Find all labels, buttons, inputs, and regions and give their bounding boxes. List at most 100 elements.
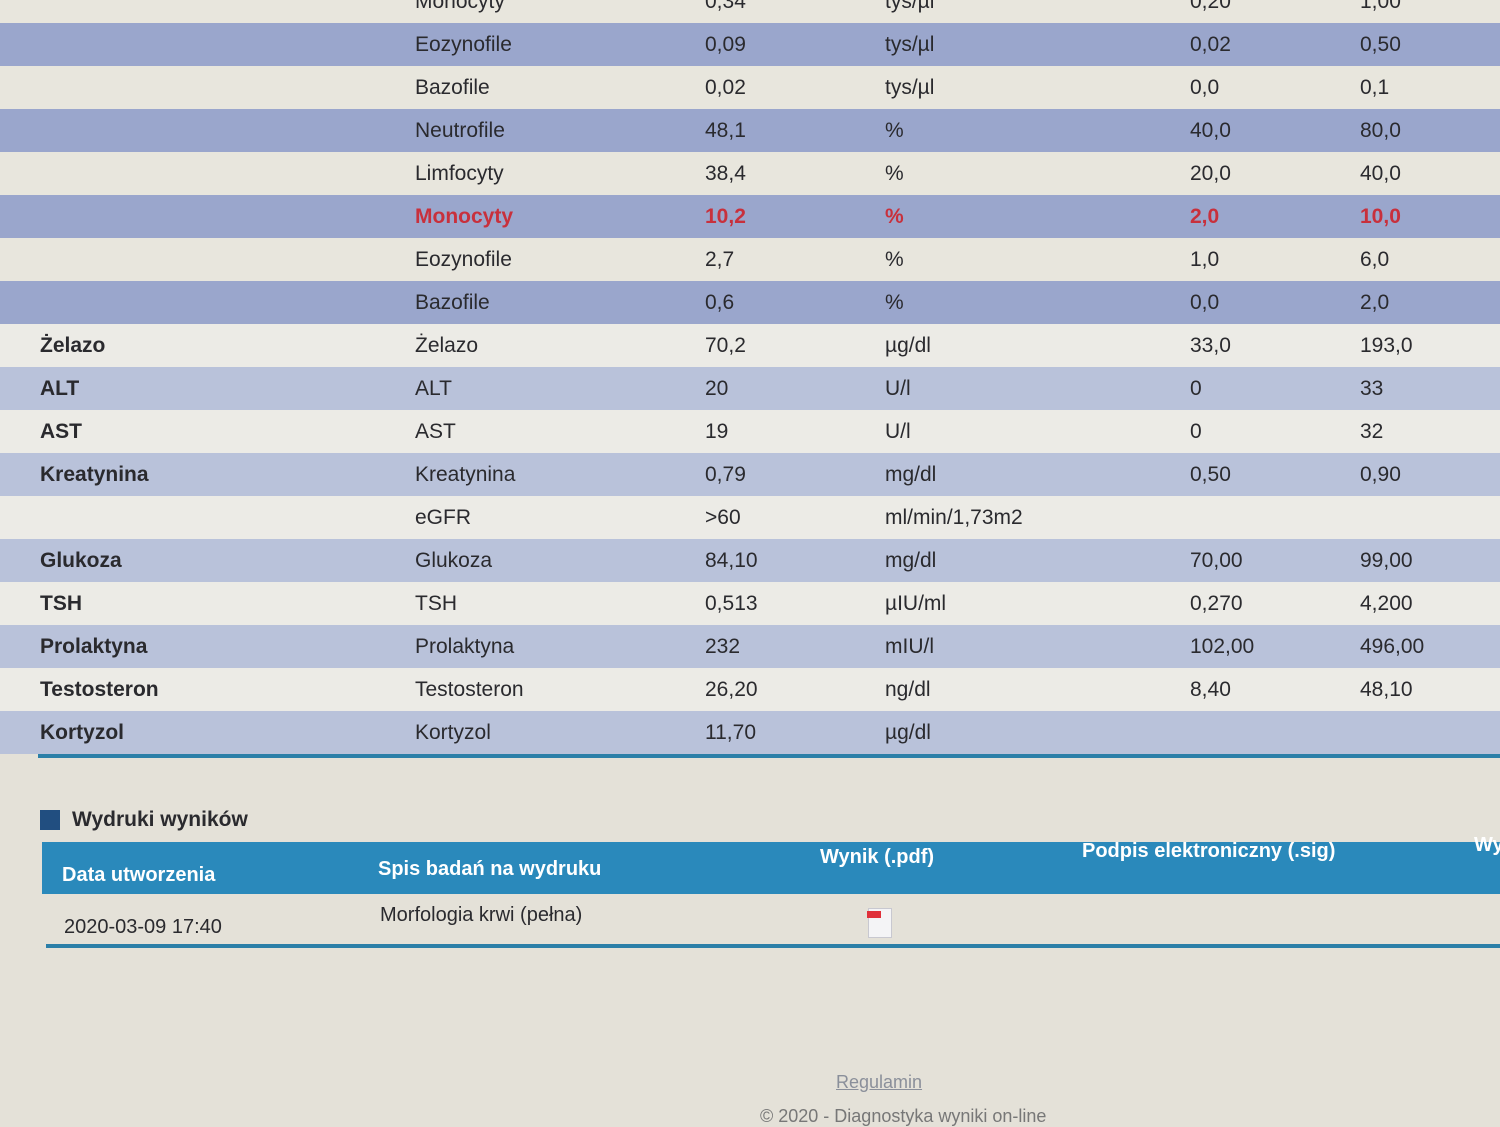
- cell-name: Monocyty: [415, 205, 514, 228]
- cell-name: Eozynofile: [415, 33, 512, 56]
- table-row: Monocyty 10,2% 2,0 10,0: [0, 195, 1500, 238]
- table-row: Neutrofile 48,1% 40,0 80,0: [0, 109, 1500, 152]
- cell-value: 0,09: [705, 33, 746, 56]
- table-row: Limfocyty 38,4% 20,0 40,0: [0, 152, 1500, 195]
- table-row: ALT ALT 20 U/l 0 33: [0, 367, 1500, 410]
- table-row: TSH TSH 0,513 µIU/ml 0,270 4,200: [0, 582, 1500, 625]
- footer-copyright: © 2020 - Diagnostyka wyniki on-line: [760, 1106, 1047, 1126]
- cell-unit: µg/dl: [885, 721, 931, 744]
- prints-row: 2020-03-09 17:40 Morfologia krwi (pełna): [42, 894, 1500, 944]
- cell-unit: µg/dl: [885, 334, 931, 357]
- cell-min: 40,0: [1190, 119, 1231, 142]
- table-row: Bazofile 0,02 tys/µl 0,0 0,1: [0, 66, 1500, 109]
- cell-max: 193,0: [1360, 334, 1413, 357]
- cell-group: Żelazo: [40, 334, 106, 357]
- cell-name: Kortyzol: [415, 721, 491, 744]
- table-divider: [46, 944, 1500, 948]
- table-row: Glukoza Glukoza 84,10 mg/dl 70,00 99,00: [0, 539, 1500, 582]
- cell-name: Testosteron: [415, 678, 524, 701]
- cell-max: 99,00: [1360, 549, 1413, 572]
- section-title: Wydruki wyników: [40, 808, 248, 832]
- cell-name: Glukoza: [415, 549, 493, 572]
- cell-min: 0,20: [1190, 0, 1231, 13]
- header-pdf: Wynik (.pdf): [820, 846, 935, 868]
- cell-name: Bazofile: [415, 76, 490, 99]
- cell-group: ALT: [40, 377, 80, 400]
- cell-min: 20,0: [1190, 162, 1231, 185]
- cell-value: 26,20: [705, 678, 758, 701]
- header-list: Spis badań na wydruku: [378, 858, 602, 880]
- cell-value: >60: [705, 506, 741, 529]
- cell-min: 8,40: [1190, 678, 1231, 701]
- table-row: Monocyty 0,34 tys/µl 0,20 1,00: [0, 0, 1500, 23]
- cell-group: Glukoza: [40, 549, 122, 572]
- cell-value: 20: [705, 377, 729, 400]
- cell-unit: mg/dl: [885, 463, 937, 486]
- cell-unit: %: [885, 291, 904, 314]
- section-square-icon: [40, 810, 60, 830]
- cell-name: ALT: [415, 377, 452, 400]
- cell-name: Bazofile: [415, 291, 490, 314]
- cell-unit: tys/µl: [885, 0, 935, 13]
- cell-name: Limfocyty: [415, 162, 504, 185]
- cell-group: Prolaktyna: [40, 635, 148, 658]
- cell-unit: %: [885, 248, 904, 271]
- print-list: Morfologia krwi (pełna): [380, 904, 583, 926]
- table-divider: [38, 754, 1500, 758]
- cell-value: 84,10: [705, 549, 758, 572]
- table-row: AST AST 19 U/l 0 32: [0, 410, 1500, 453]
- cell-group: Kreatynina: [40, 463, 149, 486]
- cell-value: 0,79: [705, 463, 746, 486]
- prints-table-header: Data utworzenia Spis badań na wydruku Wy…: [42, 834, 1500, 894]
- cell-max: 496,00: [1360, 635, 1425, 658]
- table-row: Kortyzol Kortyzol 11,70 µg/dl: [0, 711, 1500, 754]
- cell-max: 2,0: [1360, 291, 1390, 314]
- table-row: Prolaktyna Prolaktyna 232 mIU/l 102,00 496,00: [0, 625, 1500, 668]
- cell-group: Testosteron: [40, 678, 159, 701]
- cell-max: 0,90: [1360, 463, 1401, 486]
- cell-max: 1,00: [1360, 0, 1401, 13]
- cell-unit: mIU/l: [885, 635, 934, 658]
- cell-max: 10,0: [1360, 205, 1401, 228]
- cell-name: Żelazo: [415, 334, 479, 357]
- cell-max: 80,0: [1360, 119, 1401, 142]
- cell-unit: µIU/ml: [885, 592, 947, 615]
- regulamin-link[interactable]: Regulamin: [836, 1072, 923, 1092]
- cell-value: 0,513: [705, 592, 758, 615]
- cell-min: 70,00: [1190, 549, 1243, 572]
- cell-unit: %: [885, 119, 904, 142]
- cell-min: 0,270: [1190, 592, 1243, 615]
- cell-group: TSH: [40, 592, 82, 615]
- cell-name: Neutrofile: [415, 119, 505, 142]
- table-row: Kreatynina Kreatynina 0,79 mg/dl 0,50 0,90: [0, 453, 1500, 496]
- results-table: Monocyty 0,34 tys/µl 0,20 1,00 Eozynofile 0,09…: [0, 0, 1500, 754]
- table-row: Testosteron Testosteron 26,20 ng/dl 8,40 48,1…: [0, 668, 1500, 711]
- cell-min: 1,0: [1190, 248, 1220, 271]
- cell-min: 0: [1190, 420, 1202, 443]
- cell-min: 0,50: [1190, 463, 1231, 486]
- pdf-file-icon[interactable]: [867, 908, 892, 938]
- table-row: Eozynofile 2,7% 1,0 6,0: [0, 238, 1500, 281]
- cell-unit: mg/dl: [885, 549, 937, 572]
- cell-unit: %: [885, 162, 904, 185]
- cell-unit: tys/µl: [885, 76, 935, 99]
- cell-name: eGFR: [415, 506, 472, 529]
- table-row: Eozynofile 0,09 tys/µl 0,02 0,50: [0, 23, 1500, 66]
- cell-value: 10,2: [705, 205, 746, 228]
- header-date: Data utworzenia: [62, 864, 216, 886]
- cell-min: 0: [1190, 377, 1202, 400]
- print-date: 2020-03-09 17:40: [64, 916, 222, 938]
- cell-max: 0,50: [1360, 33, 1401, 56]
- cell-unit: ng/dl: [885, 678, 931, 701]
- cell-max: 0,1: [1360, 76, 1390, 99]
- cell-value: 48,1: [705, 119, 746, 142]
- cell-max: 32: [1360, 420, 1384, 443]
- cell-max: 6,0: [1360, 248, 1390, 271]
- table-row: Żelazo Żelazo 70,2 µg/dl 33,0 193,0: [0, 324, 1500, 367]
- cell-value: 0,34: [705, 0, 746, 13]
- cell-min: 0,02: [1190, 33, 1231, 56]
- cell-name: Kreatynina: [415, 463, 516, 486]
- cell-unit: ml/min/1,73m2: [885, 506, 1023, 529]
- cell-value: 70,2: [705, 334, 746, 357]
- cell-value: 2,7: [705, 248, 735, 271]
